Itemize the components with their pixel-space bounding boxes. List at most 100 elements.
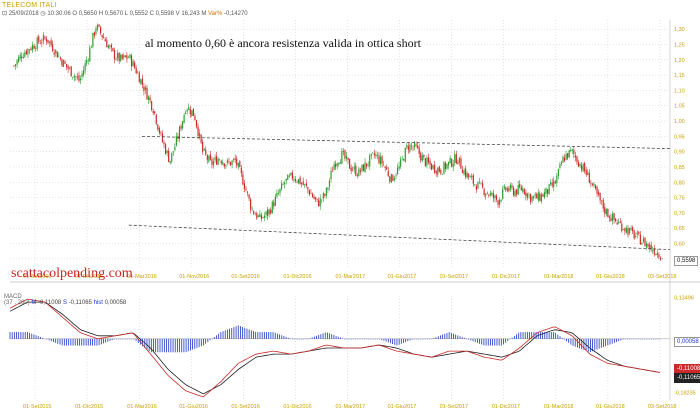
macd-hist-bar <box>218 333 220 339</box>
candle-body <box>215 156 218 165</box>
candle-body <box>222 162 224 165</box>
candle-body <box>426 157 428 166</box>
macd-hist-bar <box>76 338 78 346</box>
macd-hist-bar <box>553 332 554 339</box>
macd-hist-bar <box>131 338 133 340</box>
candle-body <box>76 76 79 78</box>
macd-h-value: 0,00058 <box>104 300 127 306</box>
macd-hist-bar <box>633 338 635 340</box>
candle-body <box>158 128 160 133</box>
candle-body <box>260 215 263 219</box>
candle-body <box>503 186 505 189</box>
candle-body <box>18 57 20 62</box>
candle-body <box>21 56 23 58</box>
macd-hist-bar <box>342 338 344 339</box>
candle-body <box>223 163 225 167</box>
candle-body <box>140 79 142 84</box>
candle-body <box>635 236 637 237</box>
candle-body <box>573 149 575 155</box>
candle-body <box>69 67 71 69</box>
macd-hist-bar <box>311 337 313 339</box>
macd-x-tick: 01-Dic2016 <box>283 404 311 410</box>
macd-hist-bar <box>516 334 517 339</box>
candle-body <box>50 40 52 46</box>
macd-hist-bar <box>509 338 511 340</box>
macd-y-tick: -0,18235 <box>674 390 696 396</box>
price-y-tick: 1,30 <box>674 27 685 33</box>
candle-body <box>376 155 379 156</box>
macd-hist-bar <box>66 338 67 346</box>
candle-body <box>536 194 538 199</box>
macd-hist-bar <box>511 337 513 339</box>
price-y-tick: 1,10 <box>674 88 685 94</box>
candle-body <box>563 157 566 161</box>
candle-body <box>423 154 425 158</box>
candle-body <box>562 156 564 163</box>
candle-body <box>120 54 122 61</box>
candle-body <box>389 176 391 182</box>
candle-body <box>546 189 549 194</box>
candle-body <box>655 253 657 255</box>
macd-hist-bar <box>200 338 202 347</box>
candle-body <box>296 181 298 183</box>
macd-hist-bar <box>44 338 46 340</box>
macd-hist-bar <box>205 338 207 344</box>
candle-body <box>185 113 187 114</box>
candle-body <box>628 228 631 234</box>
candle-body <box>488 194 490 196</box>
candle-body <box>477 181 479 189</box>
candle-body <box>237 162 239 167</box>
candle-body <box>44 36 46 39</box>
candle-body <box>53 52 55 55</box>
candle-body <box>245 188 247 191</box>
candle-body <box>528 194 530 196</box>
macd-hist-bar <box>581 338 583 350</box>
candle-body <box>438 166 440 172</box>
macd-hist-bar <box>472 338 474 342</box>
macd-hist-bar <box>503 338 504 345</box>
candle-body <box>197 126 199 137</box>
candle-body <box>499 199 501 205</box>
candle-body <box>417 145 419 148</box>
macd-hist-bar <box>287 337 289 339</box>
macd-hist-bar <box>548 332 550 339</box>
candle-body <box>288 175 290 177</box>
candle-body <box>192 108 194 116</box>
candle-body <box>95 28 97 35</box>
candle-body <box>228 161 230 163</box>
candle-body <box>604 207 606 214</box>
macd-hist-bar <box>176 338 178 353</box>
macd-legend: MACD (37 , 200) M -0,11008 S -0,11065 hi… <box>4 294 126 306</box>
candle-body <box>126 55 128 59</box>
macd-x-tick: 01-Dic2017 <box>492 404 520 410</box>
macd-hist-bar <box>237 325 239 339</box>
candle-body <box>188 107 190 110</box>
candle-body <box>489 193 491 196</box>
macd-hist-bar <box>309 338 311 339</box>
macd-hist-bar <box>203 338 204 346</box>
price-y-tick: 0,70 <box>674 211 685 217</box>
candle-body <box>322 193 324 199</box>
macd-hist-bar <box>148 338 150 352</box>
candle-body <box>271 201 273 214</box>
candle-body <box>455 154 457 164</box>
candle-body <box>206 155 208 160</box>
volume-label: V <box>175 11 180 17</box>
candle-body <box>342 151 345 152</box>
macd-hist-bar <box>231 327 233 339</box>
macd-hist-bar <box>476 338 478 343</box>
candle-body <box>239 161 241 168</box>
candle-body <box>520 187 522 191</box>
candle-body <box>413 143 416 148</box>
macd-hist-bar <box>324 332 326 339</box>
macd-hist-bar <box>653 338 654 340</box>
macd-hist-bar <box>529 332 530 339</box>
macd-hist-bar <box>24 332 26 339</box>
candle-body <box>361 164 363 171</box>
macd-hist-bar <box>240 326 241 339</box>
macd-hist-bar <box>126 338 128 340</box>
candle-body <box>96 24 99 30</box>
candle-body <box>602 199 604 209</box>
candle-body <box>124 55 126 57</box>
